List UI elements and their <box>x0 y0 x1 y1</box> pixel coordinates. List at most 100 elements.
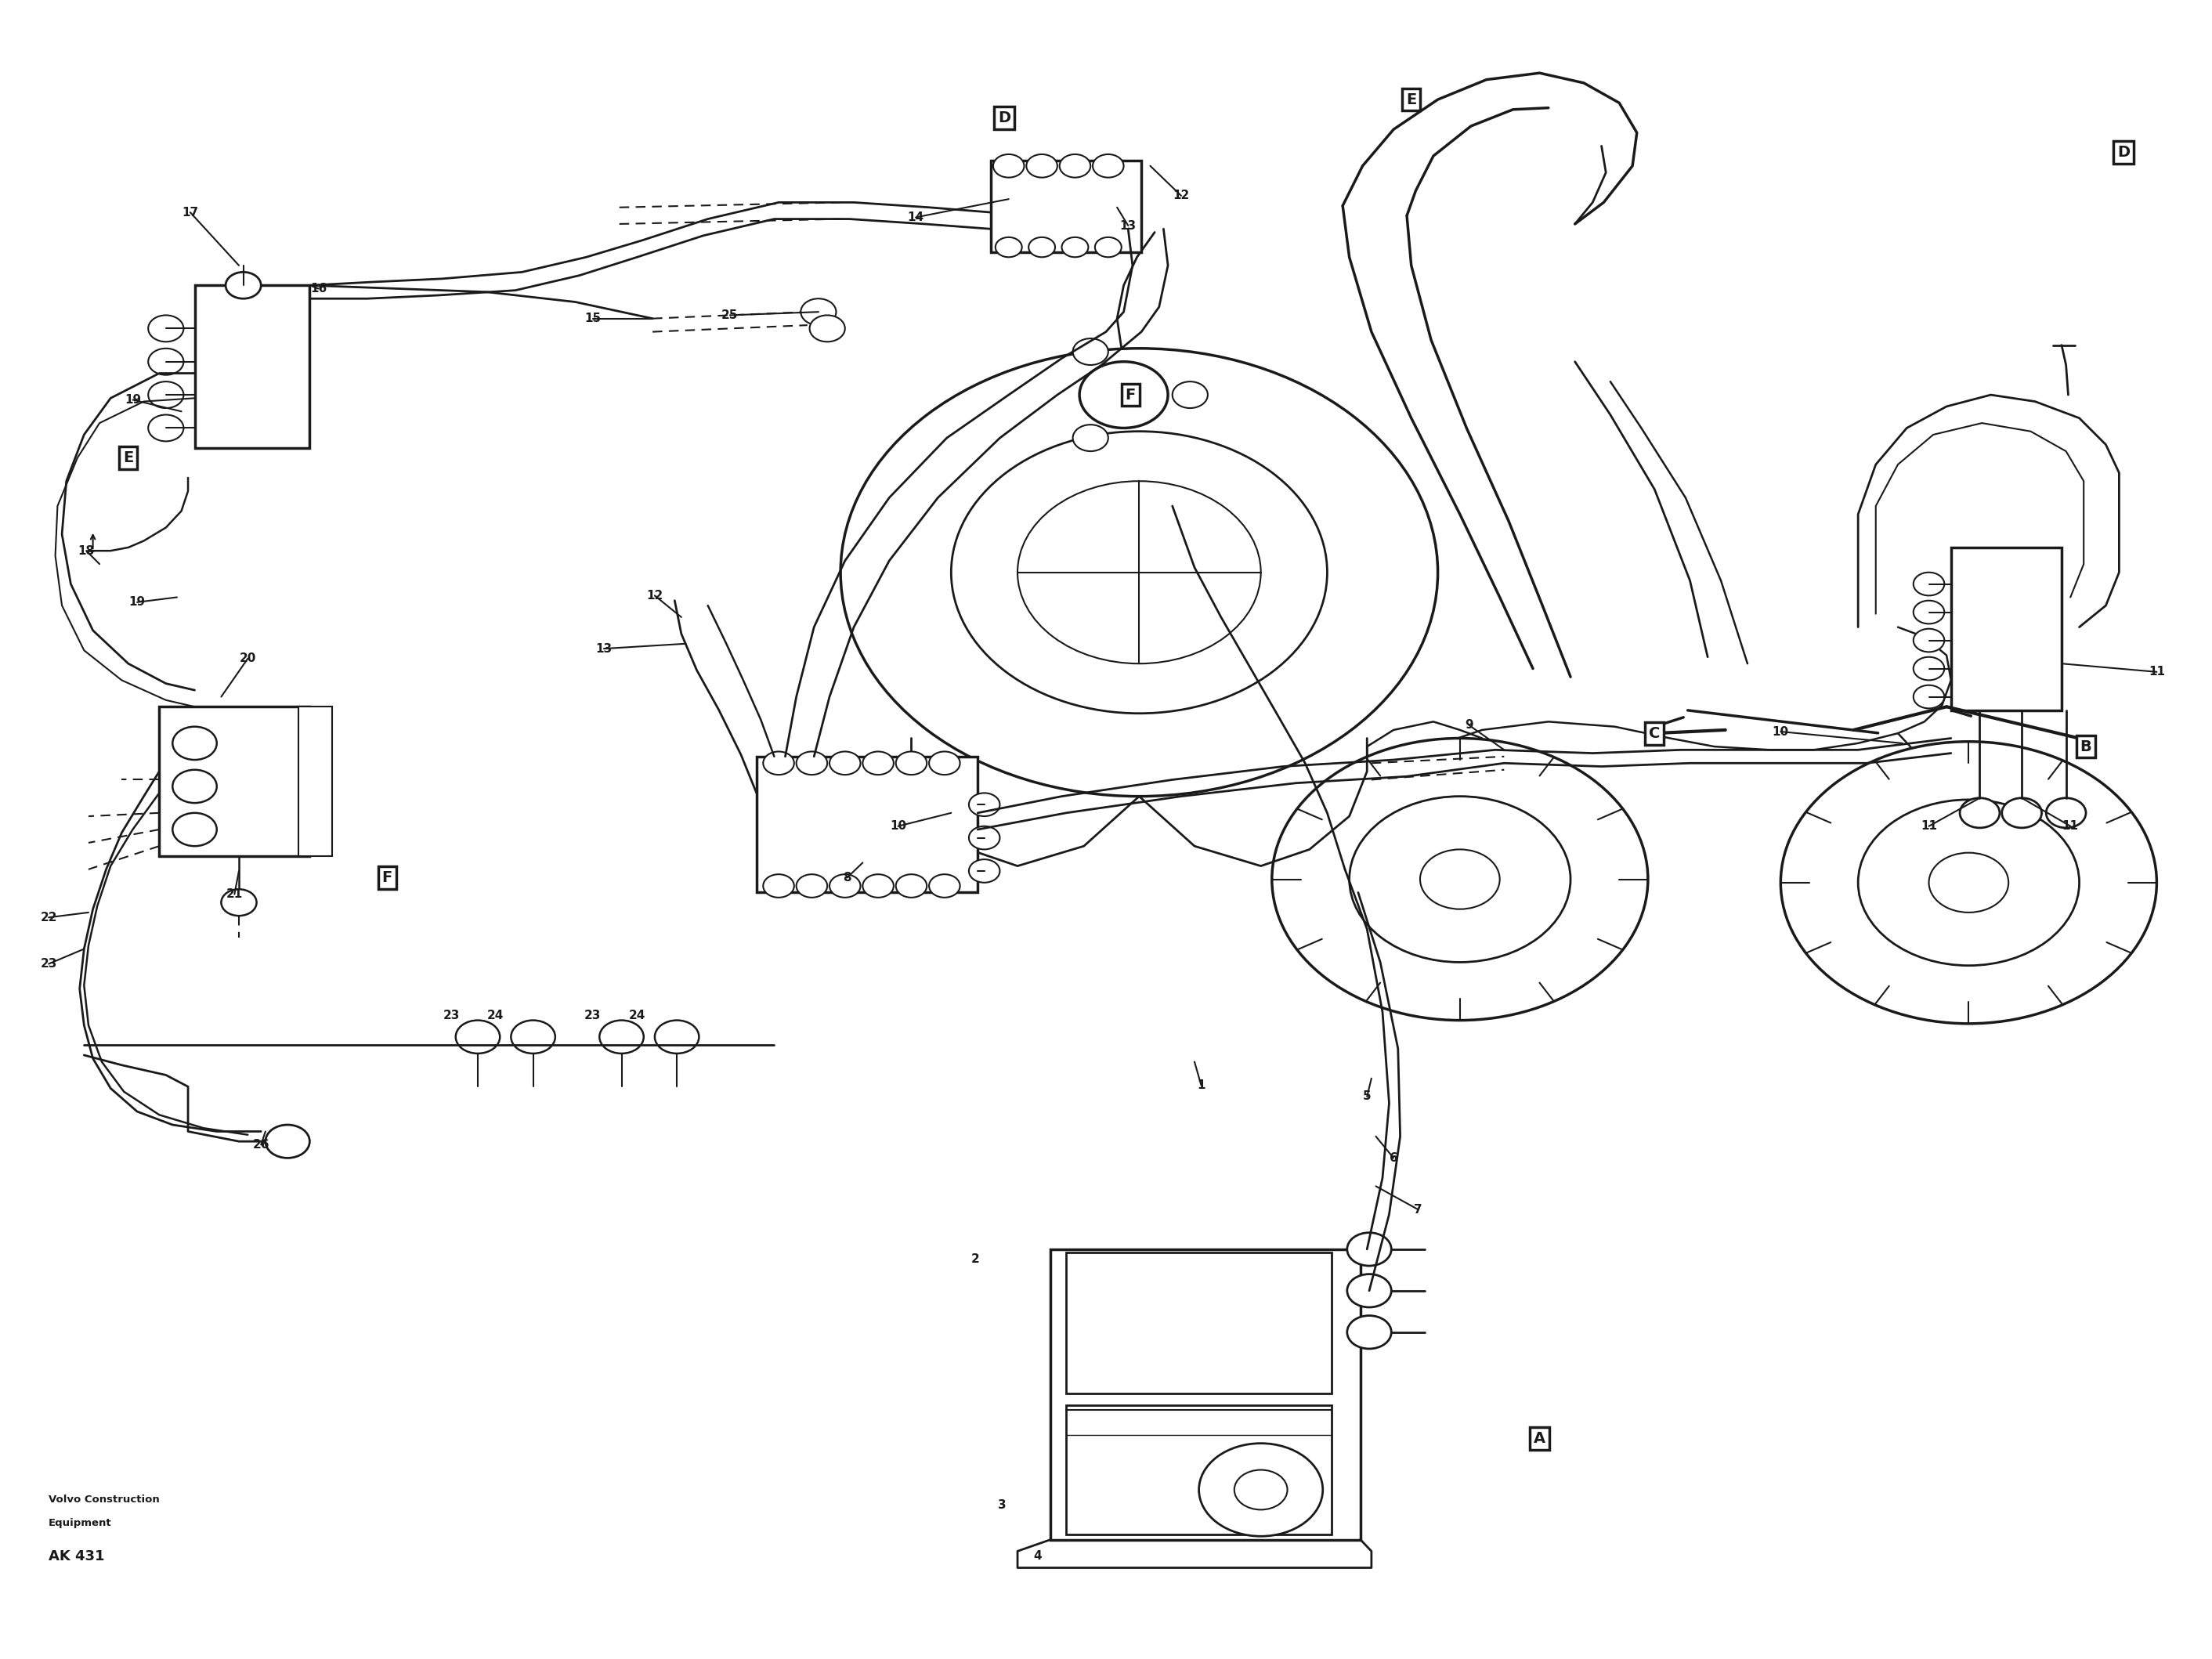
Bar <box>757 757 978 893</box>
Circle shape <box>993 154 1024 178</box>
Text: 24: 24 <box>628 1009 646 1022</box>
Text: 19: 19 <box>124 393 142 406</box>
Text: 23: 23 <box>584 1009 602 1022</box>
Text: 7: 7 <box>1413 1203 1422 1216</box>
Circle shape <box>863 874 894 898</box>
Text: 25: 25 <box>721 309 739 322</box>
Text: F: F <box>383 871 392 884</box>
Text: 23: 23 <box>442 1009 460 1022</box>
Circle shape <box>830 874 860 898</box>
Text: E: E <box>124 451 133 465</box>
Text: 19: 19 <box>128 596 146 609</box>
Circle shape <box>1029 237 1055 257</box>
Circle shape <box>995 237 1022 257</box>
Text: 15: 15 <box>584 312 602 325</box>
Circle shape <box>265 1125 310 1158</box>
Text: Equipment: Equipment <box>49 1518 113 1528</box>
Circle shape <box>1199 1443 1323 1536</box>
Bar <box>1066 1253 1332 1394</box>
Text: D: D <box>998 111 1011 124</box>
Circle shape <box>1073 425 1108 451</box>
Circle shape <box>148 348 184 375</box>
Text: 3: 3 <box>998 1498 1006 1511</box>
Circle shape <box>929 874 960 898</box>
Circle shape <box>173 770 217 803</box>
Text: 1: 1 <box>1197 1078 1206 1092</box>
Text: 23: 23 <box>40 957 58 971</box>
Circle shape <box>1420 849 1500 909</box>
Text: 2: 2 <box>971 1253 980 1266</box>
Circle shape <box>1913 657 1944 680</box>
Text: 21: 21 <box>226 888 243 901</box>
Text: 10: 10 <box>889 820 907 833</box>
Circle shape <box>1913 572 1944 596</box>
Circle shape <box>929 752 960 775</box>
Circle shape <box>841 348 1438 796</box>
Text: 18: 18 <box>77 544 95 557</box>
Circle shape <box>1062 237 1088 257</box>
Circle shape <box>456 1020 500 1053</box>
Bar <box>159 707 310 856</box>
Circle shape <box>1960 798 2000 828</box>
Text: 5: 5 <box>1363 1090 1371 1103</box>
Circle shape <box>1913 601 1944 624</box>
Circle shape <box>148 315 184 342</box>
Bar <box>195 285 310 448</box>
Circle shape <box>221 889 257 916</box>
Text: B: B <box>2079 740 2093 753</box>
Circle shape <box>1095 237 1121 257</box>
Circle shape <box>2002 798 2042 828</box>
Text: C: C <box>1648 727 1661 740</box>
Bar <box>991 161 1141 252</box>
Circle shape <box>2046 798 2086 828</box>
Circle shape <box>1347 1316 1391 1349</box>
Text: F: F <box>1126 388 1135 401</box>
Circle shape <box>801 299 836 325</box>
Text: 12: 12 <box>646 589 664 602</box>
Circle shape <box>655 1020 699 1053</box>
Circle shape <box>1234 1470 1287 1510</box>
Circle shape <box>1347 1274 1391 1307</box>
Circle shape <box>1929 853 2008 912</box>
Text: 13: 13 <box>1119 219 1137 232</box>
Text: A: A <box>1533 1432 1546 1445</box>
Circle shape <box>796 874 827 898</box>
Circle shape <box>1781 742 2157 1024</box>
Circle shape <box>173 727 217 760</box>
Circle shape <box>1349 796 1571 962</box>
Circle shape <box>1858 800 2079 966</box>
Circle shape <box>1018 481 1261 664</box>
Circle shape <box>896 752 927 775</box>
Text: 17: 17 <box>181 206 199 219</box>
Circle shape <box>1272 738 1648 1020</box>
Text: E: E <box>1407 93 1416 106</box>
Circle shape <box>1026 154 1057 178</box>
Circle shape <box>796 752 827 775</box>
Circle shape <box>830 752 860 775</box>
Circle shape <box>1913 629 1944 652</box>
Circle shape <box>969 826 1000 849</box>
Bar <box>299 707 332 856</box>
Text: 8: 8 <box>843 871 852 884</box>
Circle shape <box>148 382 184 408</box>
Text: 12: 12 <box>1172 189 1190 202</box>
Circle shape <box>1913 685 1944 708</box>
Bar <box>1066 1405 1332 1535</box>
Bar <box>1951 547 2062 710</box>
Text: 11: 11 <box>2062 820 2079 833</box>
Circle shape <box>1172 382 1208 408</box>
Text: 16: 16 <box>310 282 327 295</box>
Text: D: D <box>2117 146 2130 159</box>
Text: 14: 14 <box>907 211 925 224</box>
Text: 10: 10 <box>1772 725 1790 738</box>
Circle shape <box>173 813 217 846</box>
Text: 24: 24 <box>487 1009 504 1022</box>
Circle shape <box>810 315 845 342</box>
Text: 20: 20 <box>239 652 257 665</box>
Circle shape <box>951 431 1327 713</box>
Circle shape <box>1060 154 1091 178</box>
Text: 11: 11 <box>2148 665 2166 679</box>
Circle shape <box>969 859 1000 883</box>
Text: Volvo Construction: Volvo Construction <box>49 1495 159 1505</box>
Circle shape <box>763 874 794 898</box>
